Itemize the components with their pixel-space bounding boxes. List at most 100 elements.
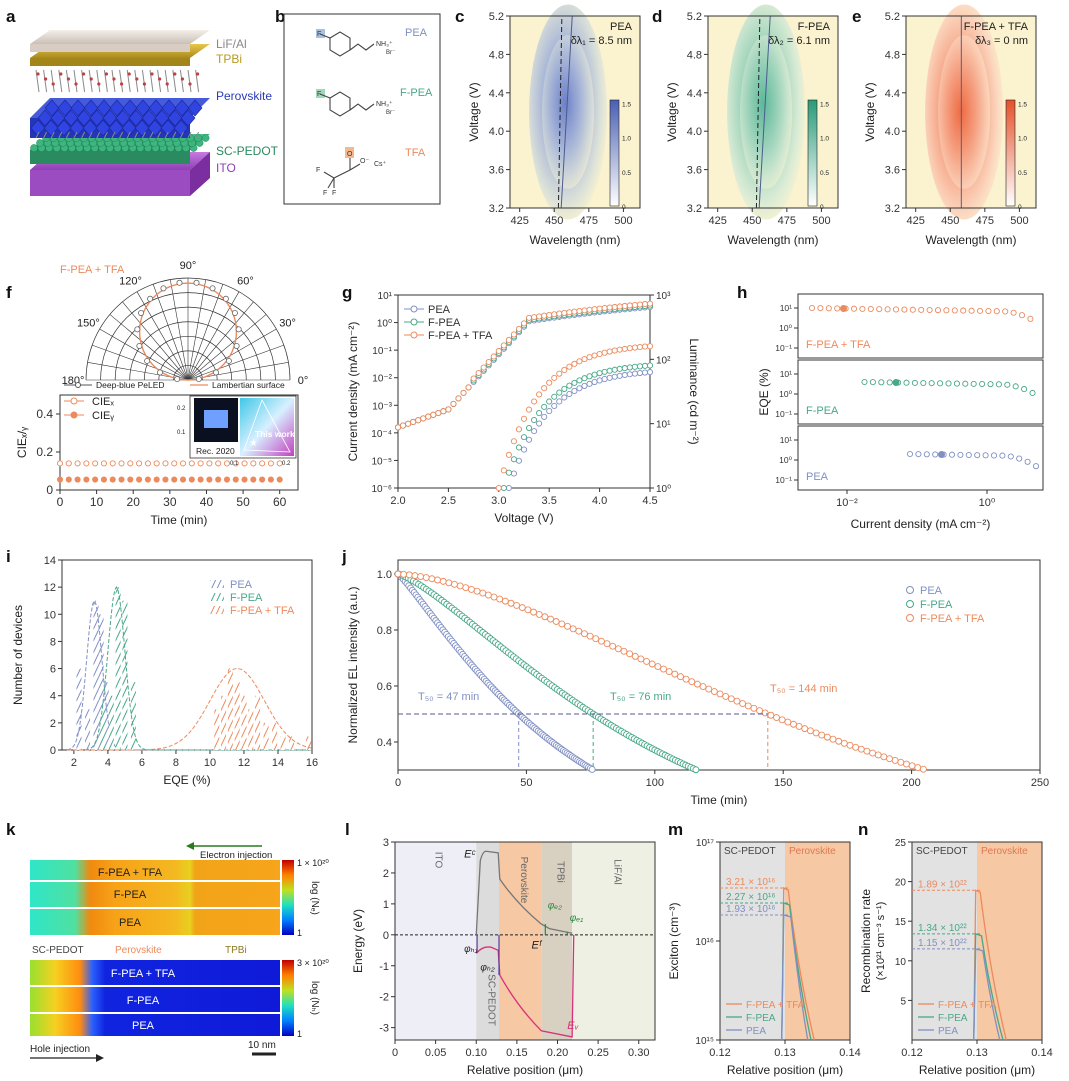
ligand-top xyxy=(187,69,192,93)
cie-x-point xyxy=(259,460,266,467)
ligand-atom xyxy=(188,82,192,86)
profile-value: 1.34 × 10²² xyxy=(918,923,967,934)
cie-x-point xyxy=(136,460,143,467)
cie-y-point xyxy=(276,476,283,483)
panel-label-c: c xyxy=(455,7,464,26)
el-decay-point xyxy=(411,572,419,580)
eqe-point xyxy=(1027,315,1034,322)
colorbar-tick: 0 xyxy=(1018,204,1022,211)
cie-y-point xyxy=(241,476,248,483)
luminance-point xyxy=(586,380,593,387)
el-decay-point xyxy=(677,673,684,681)
panel-j-lifetime: 0 50 100 150 200 250 0.4 0.6 0.8 1.0 Time (min) Nor… xyxy=(346,559,1049,807)
el-map-frame xyxy=(905,15,1037,209)
y-tick-label: 4.4 xyxy=(885,88,900,100)
x-tick-label: 4.0 xyxy=(592,495,607,507)
polar-angle-label: 150° xyxy=(77,318,100,330)
x-tick-label: 450 xyxy=(941,215,959,227)
el-decay-point xyxy=(445,579,453,587)
current-density-point xyxy=(460,389,467,396)
profile-curve xyxy=(973,932,1004,1041)
eqe-peak-point xyxy=(840,305,847,313)
ligand-bottom xyxy=(111,131,116,139)
current-density-point xyxy=(510,331,517,338)
gaussian-fit xyxy=(67,668,313,751)
x-tick-label: 50 xyxy=(236,495,250,509)
el-decay-point xyxy=(631,652,639,660)
luminance-point xyxy=(646,369,654,376)
current-density-point xyxy=(641,301,649,308)
el-decay-point xyxy=(558,620,566,628)
eqe-point xyxy=(999,452,1006,459)
perovskite-octahedron xyxy=(83,99,99,117)
luminance-point xyxy=(541,413,548,420)
panel-labels: a b c d e f g h i j k l m n xyxy=(6,7,868,839)
el-decay-point xyxy=(840,739,848,747)
x-axis-label: Voltage (V) xyxy=(494,511,553,525)
cie-x-point xyxy=(100,460,107,467)
el-decay-point xyxy=(643,658,651,665)
lif-al-layer xyxy=(30,30,210,44)
luminance-point xyxy=(561,366,568,374)
luminance-point xyxy=(505,484,512,492)
molecule-box xyxy=(283,13,441,205)
polar-spoke xyxy=(187,314,267,381)
el-decay-point xyxy=(733,697,741,705)
eqe-point xyxy=(957,451,964,458)
panel-label-n: n xyxy=(858,820,868,839)
luminance-point xyxy=(525,436,533,443)
ligand-atom xyxy=(173,72,177,76)
luminance-point xyxy=(596,350,603,358)
luminance-point xyxy=(586,354,593,361)
eqe-point xyxy=(990,452,998,459)
perovskite-octahedron xyxy=(69,119,85,137)
luminance-point xyxy=(626,371,633,378)
current-density-point xyxy=(591,306,598,313)
y-tick-label: 4.0 xyxy=(489,126,504,138)
luminance-point xyxy=(515,444,523,451)
el-map-frame xyxy=(707,15,839,209)
el-decay-point xyxy=(592,635,600,643)
pedot-sphere xyxy=(30,144,38,152)
luminance-point xyxy=(566,390,573,398)
x-tick-label: 40 xyxy=(200,495,214,509)
perovskite-octahedron xyxy=(134,119,150,137)
tfa-cs-label: Cs⁺ xyxy=(374,160,387,168)
cie-x-point xyxy=(179,460,187,467)
profile-curve xyxy=(781,902,812,1041)
ligand-bottom xyxy=(103,131,108,139)
x-tick-label: 0.14 xyxy=(839,1047,860,1059)
plot-frame xyxy=(394,841,656,1041)
panels-cde-el-maps: PEA δλ₁ = 8.5 nm 0 0.5 1.0 1.5 425 450 475 500 3.2… xyxy=(467,4,1037,247)
el-decay-point xyxy=(422,574,430,582)
x-tick-label: 2.5 xyxy=(441,495,456,507)
luminance-point xyxy=(531,398,538,405)
cie-x-point xyxy=(92,460,99,467)
current-density-point xyxy=(525,314,533,321)
y-tick-label: 10¹⁶ xyxy=(695,937,714,948)
eqe-point xyxy=(1032,463,1040,470)
polar-data-point xyxy=(138,309,145,316)
x-tick-label: 425 xyxy=(709,215,727,227)
histogram-bar xyxy=(241,695,247,750)
y-tick-label: 10⁻¹ xyxy=(775,409,792,419)
perovskite-octahedron xyxy=(122,99,138,117)
x-tick-label: 0.12 xyxy=(901,1047,922,1059)
eqe-point xyxy=(926,306,933,314)
current-density-point xyxy=(636,301,643,308)
cie-y-point xyxy=(171,476,178,483)
luminance-point xyxy=(646,343,654,350)
perovskite-octahedron xyxy=(109,99,125,117)
luminance-point xyxy=(556,389,563,396)
y-tick-label: 4.8 xyxy=(489,49,504,61)
x-tick-label: 0.14 xyxy=(1031,1047,1052,1059)
eqe-point xyxy=(817,305,824,312)
el-map-core xyxy=(938,35,991,189)
peak-shift-line xyxy=(758,15,771,209)
perovskite-octahedron xyxy=(37,109,53,127)
current-density-point xyxy=(480,364,487,371)
x-axis-label: EQE (%) xyxy=(163,773,210,787)
eqe-point xyxy=(920,379,927,387)
el-decay-point xyxy=(716,690,724,698)
y-tick-label: 4 xyxy=(50,691,56,703)
